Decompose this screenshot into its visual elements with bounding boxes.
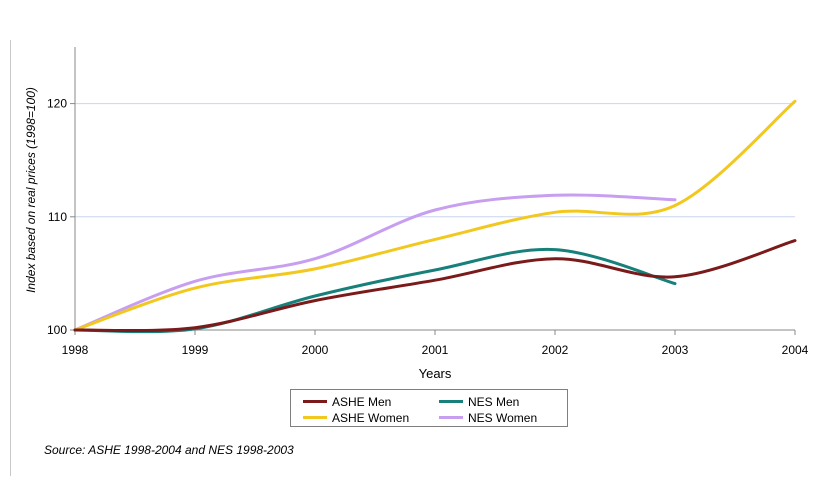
y-tick-label: 110: [48, 210, 67, 224]
legend-item-ashe-women: ASHE Women: [303, 409, 409, 426]
frame-border: [10, 40, 11, 476]
legend-label: NES Men: [468, 394, 520, 409]
x-tick-label: 2004: [782, 343, 809, 357]
legend-swatch: [439, 416, 463, 419]
legend: ASHE Men NES Men ASHE Women NES Women: [290, 389, 568, 427]
y-tick-label: 120: [47, 97, 67, 111]
x-axis-title: Years: [419, 366, 452, 381]
legend-label: ASHE Men: [332, 394, 392, 409]
series-line-ashe-women: [73, 99, 797, 332]
legend-swatch: [439, 400, 463, 403]
legend-item-nes-men: NES Men: [439, 393, 519, 410]
source-note: Source: ASHE 1998-2004 and NES 1998-2003: [44, 443, 294, 457]
x-tick-label: 2000: [302, 343, 329, 357]
y-axis-title: Index based on real prices (1998=100): [24, 87, 38, 293]
tick-labels: 100 110 120 1998 1999 2000 2001 2002 2003 2004: [47, 97, 809, 357]
legend-swatch: [303, 416, 327, 419]
x-tick-label: 2001: [422, 343, 449, 357]
legend-swatch: [303, 400, 327, 403]
series-lines: [73, 99, 797, 334]
legend-label: NES Women: [468, 410, 538, 425]
series-line-ashe-men: [73, 239, 797, 333]
series-line-nes-women: [73, 193, 677, 332]
y-tick-label: 100: [47, 323, 67, 337]
legend-item-ashe-men: ASHE Men: [303, 393, 391, 410]
legend-label: ASHE Women: [332, 410, 410, 425]
legend-item-nes-women: NES Women: [439, 409, 537, 426]
x-tick-label: 1999: [182, 343, 209, 357]
grid-lines: [75, 103, 795, 218]
x-tick-label: 2003: [662, 343, 689, 357]
x-tick-label: 1998: [62, 343, 89, 357]
x-tick-label: 2002: [542, 343, 569, 357]
